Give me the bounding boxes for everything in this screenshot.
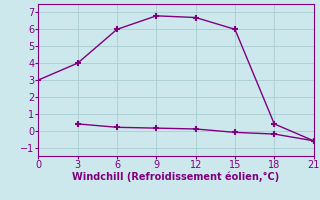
X-axis label: Windchill (Refroidissement éolien,°C): Windchill (Refroidissement éolien,°C) [72,172,280,182]
